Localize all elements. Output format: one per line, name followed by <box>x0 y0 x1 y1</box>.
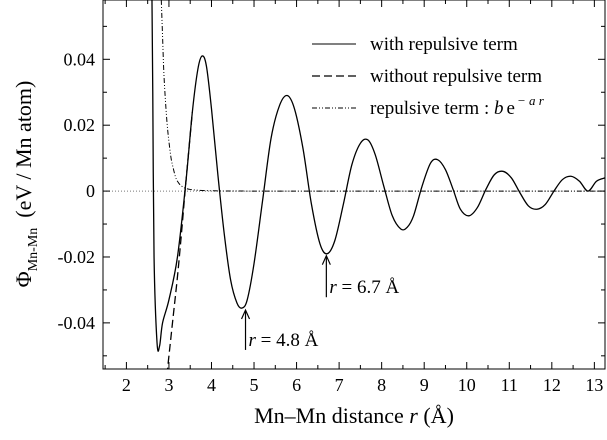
y-tick-label: 0.04 <box>64 49 96 69</box>
series-line-1 <box>151 0 605 352</box>
annotation-arrowhead <box>321 254 331 265</box>
annotations: r = 4.8 Å r = 6.7 Å <box>240 254 399 351</box>
y-tick-label: -0.02 <box>58 247 96 267</box>
legend-exponent: − a r <box>517 93 545 108</box>
x-axis-label-text: Mn–Mn distance <box>254 403 409 428</box>
legend-label-with-repulsive: with repulsive term <box>370 34 518 55</box>
x-tick-label: 2 <box>122 375 131 395</box>
y-tick-label: 0.02 <box>64 115 96 135</box>
legend-e: e <box>507 98 515 119</box>
annotation-label: r = 4.8 Å <box>249 330 319 351</box>
x-tick-label: 10 <box>458 375 476 395</box>
x-tick-label: 5 <box>250 375 259 395</box>
legend: with repulsive term without repulsive te… <box>312 34 545 119</box>
x-tick-label: 9 <box>420 375 429 395</box>
x-tick-label: 8 <box>377 375 386 395</box>
series-line-2 <box>166 111 193 369</box>
legend-b: b <box>494 98 504 119</box>
legend-label-without-repulsive: without repulsive term <box>370 66 542 87</box>
x-tick-label: 6 <box>292 375 301 395</box>
x-tick-label: 11 <box>501 375 518 395</box>
legend-repulsive-text: repulsive term : <box>370 98 494 119</box>
series-line-3 <box>160 0 605 192</box>
y-axis-ticks: -0.04 -0.02 0 0.02 0.04 <box>58 25 605 357</box>
x-tick-label: 3 <box>164 375 173 395</box>
y-tick-label: 0 <box>86 181 95 201</box>
x-tick-label: 13 <box>585 375 603 395</box>
x-tick-label: 4 <box>207 375 216 395</box>
annotation-label: r = 6.7 Å <box>329 277 399 298</box>
y-axis-label-unit: (eV / Mn atom) <box>11 81 36 218</box>
y-tick-label: -0.04 <box>58 313 96 333</box>
x-tick-label: 7 <box>335 375 344 395</box>
y-axis-label-symbol: Φ <box>11 271 36 287</box>
x-axis-label-unit: (Å) <box>418 403 454 428</box>
legend-label-repulsive-term: repulsive term : b e − a r <box>370 93 545 119</box>
annotation-arrowhead <box>240 308 251 320</box>
y-axis-label-sub: Mn-Mn <box>26 228 41 272</box>
x-axis-label: Mn–Mn distance r (Å) <box>254 403 454 428</box>
plot-frame <box>102 0 606 370</box>
data-series <box>151 0 605 369</box>
x-axis-label-var: r <box>409 403 418 428</box>
x-axis-ticks: 2 3 4 5 6 7 8 9 10 11 12 13 <box>104 0 603 395</box>
x-tick-label: 12 <box>543 375 561 395</box>
y-axis-label: ΦMn-Mn (eV / Mn atom) <box>11 81 41 288</box>
